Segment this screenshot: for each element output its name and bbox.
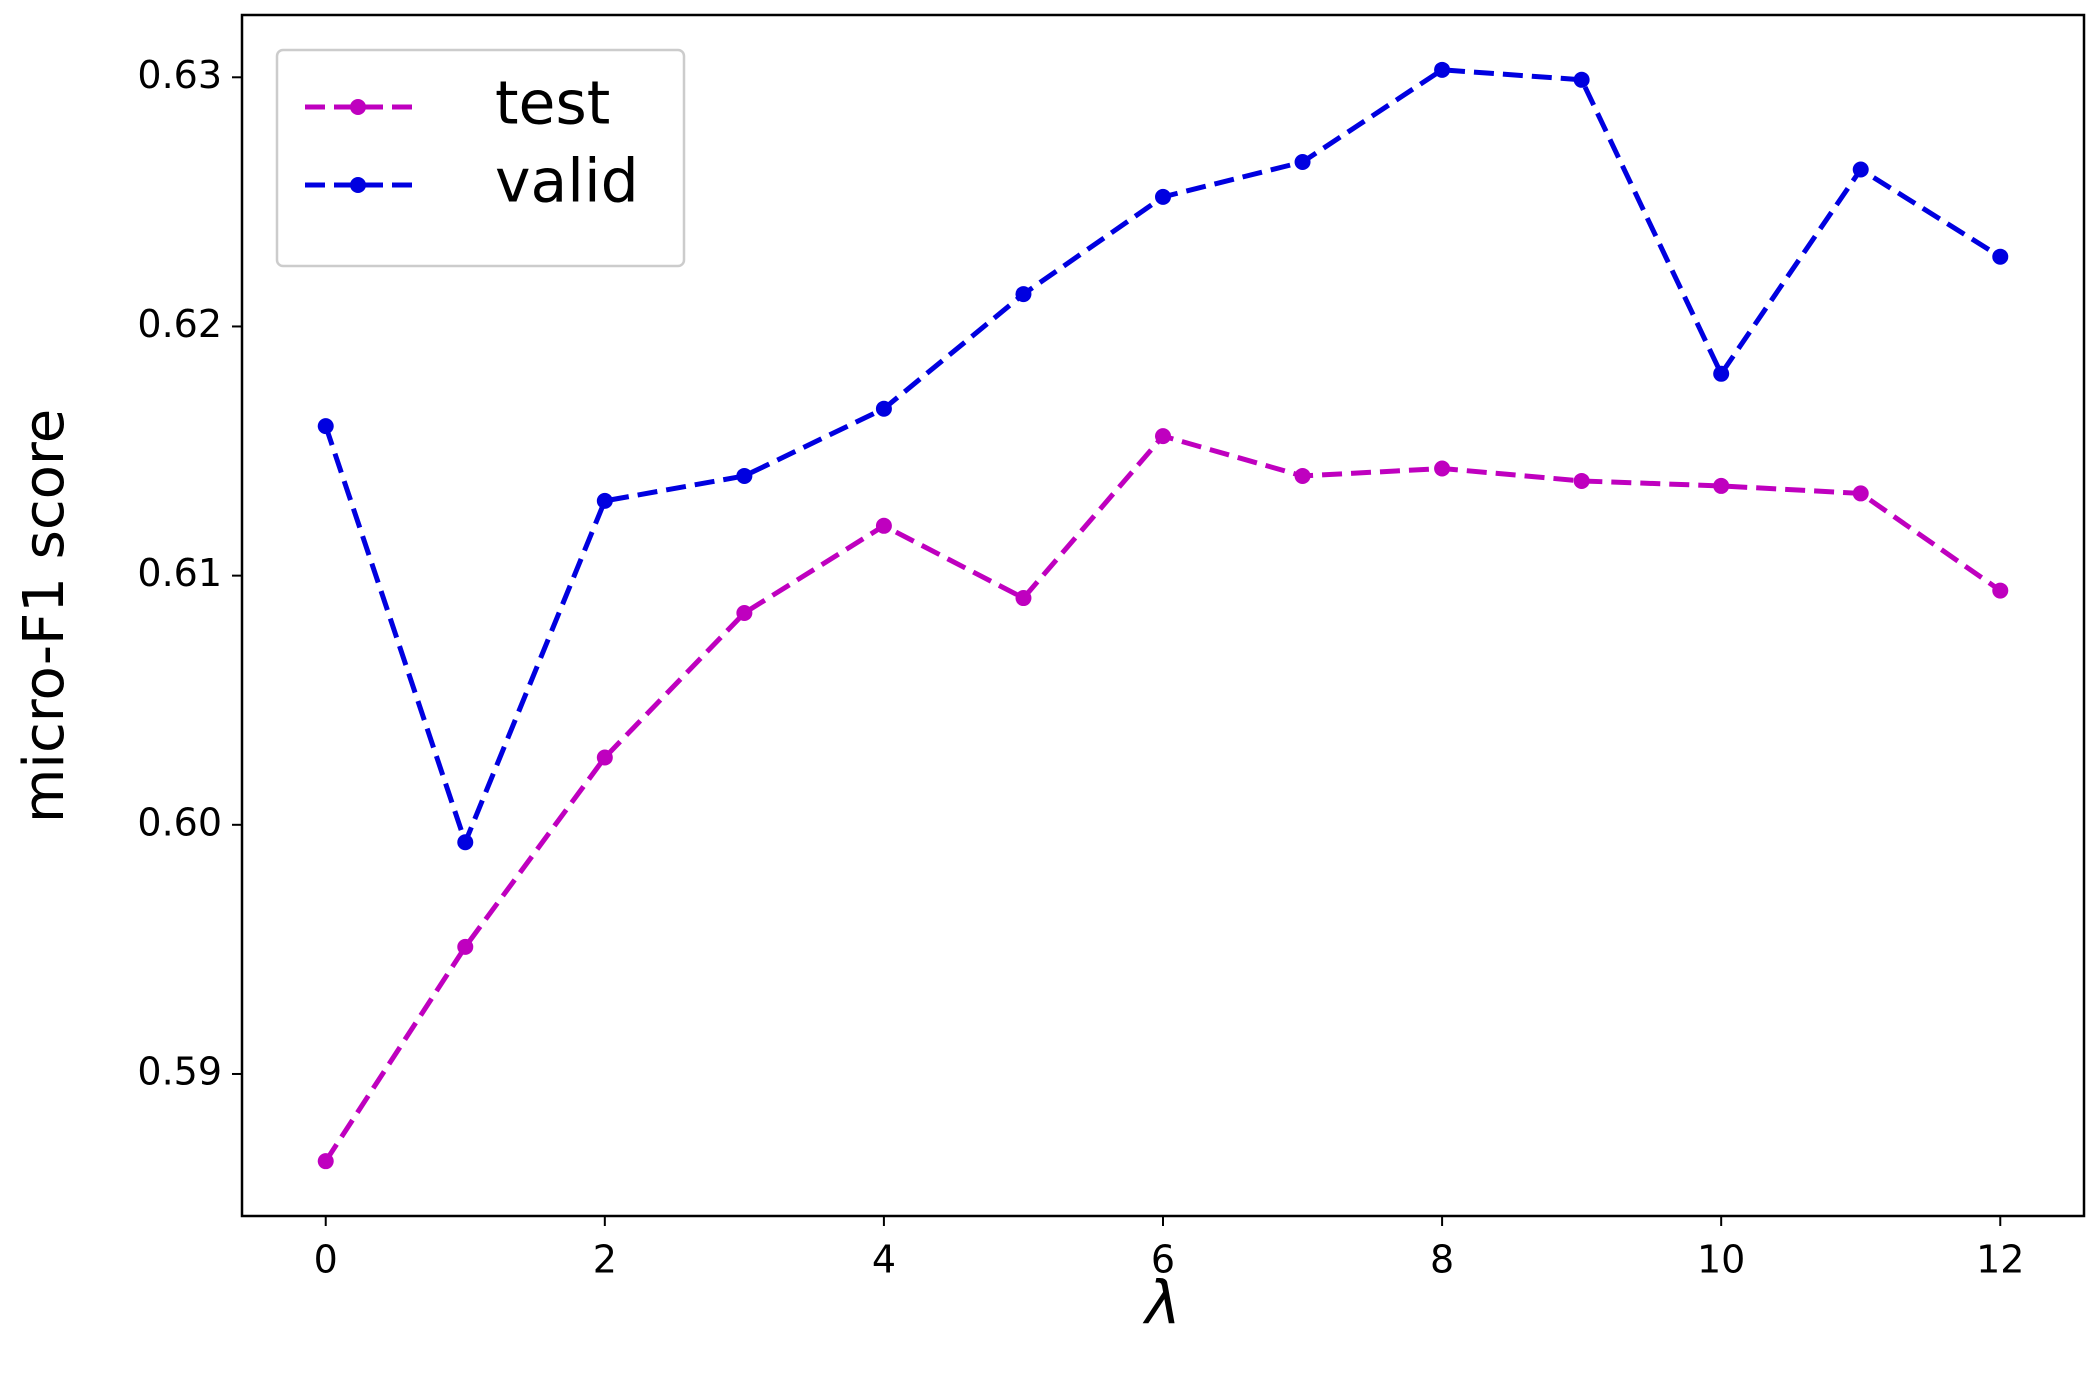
- data-point: [317, 1153, 334, 1170]
- x-tick-label: 4: [872, 1238, 896, 1282]
- data-point: [596, 749, 613, 766]
- data-point: [596, 492, 613, 509]
- data-point: [317, 418, 334, 435]
- x-tick-label: 6: [1151, 1238, 1175, 1282]
- data-point: [736, 467, 753, 484]
- x-tick-label: 0: [314, 1238, 338, 1282]
- legend-label: test: [495, 69, 610, 139]
- x-tick-label: 2: [593, 1238, 617, 1282]
- data-point: [457, 938, 474, 955]
- y-axis-label: micro-F1 score: [12, 409, 77, 823]
- data-point: [1294, 154, 1311, 171]
- data-point: [1992, 582, 2009, 599]
- data-point: [1155, 188, 1171, 205]
- x-axis-label: λ: [1142, 1269, 1181, 1339]
- y-tick-label: 0.63: [137, 53, 222, 97]
- data-point: [1015, 286, 1032, 303]
- data-point: [1852, 485, 1869, 502]
- data-point: [1713, 477, 1730, 494]
- data-point: [1573, 472, 1590, 489]
- data-point: [875, 517, 892, 534]
- data-point: [875, 400, 892, 417]
- legend-marker: [350, 99, 366, 115]
- y-tick-label: 0.60: [137, 800, 222, 844]
- y-tick-label: 0.62: [137, 302, 222, 346]
- data-point: [1852, 161, 1869, 178]
- x-tick-label: 8: [1430, 1238, 1454, 1282]
- legend-label: valid: [495, 147, 639, 217]
- legend-marker: [350, 177, 366, 193]
- data-point: [1992, 248, 2009, 265]
- data-point: [1434, 460, 1451, 477]
- data-point: [1713, 365, 1730, 382]
- x-tick-label: 10: [1697, 1238, 1745, 1282]
- data-point: [1573, 71, 1590, 88]
- series-line: [323, 433, 2002, 1163]
- legend-box: [275, 48, 686, 268]
- x-tick-label: 12: [1976, 1238, 2024, 1282]
- y-tick-label: 0.59: [137, 1049, 222, 1093]
- data-point: [1294, 467, 1311, 484]
- data-point: [1155, 428, 1171, 445]
- data-point: [736, 605, 753, 622]
- data-point: [1015, 590, 1032, 607]
- data-point: [457, 834, 474, 851]
- plot-frame: [240, 13, 2086, 1218]
- y-tick-label: 0.61: [137, 551, 222, 595]
- data-point: [1434, 61, 1451, 78]
